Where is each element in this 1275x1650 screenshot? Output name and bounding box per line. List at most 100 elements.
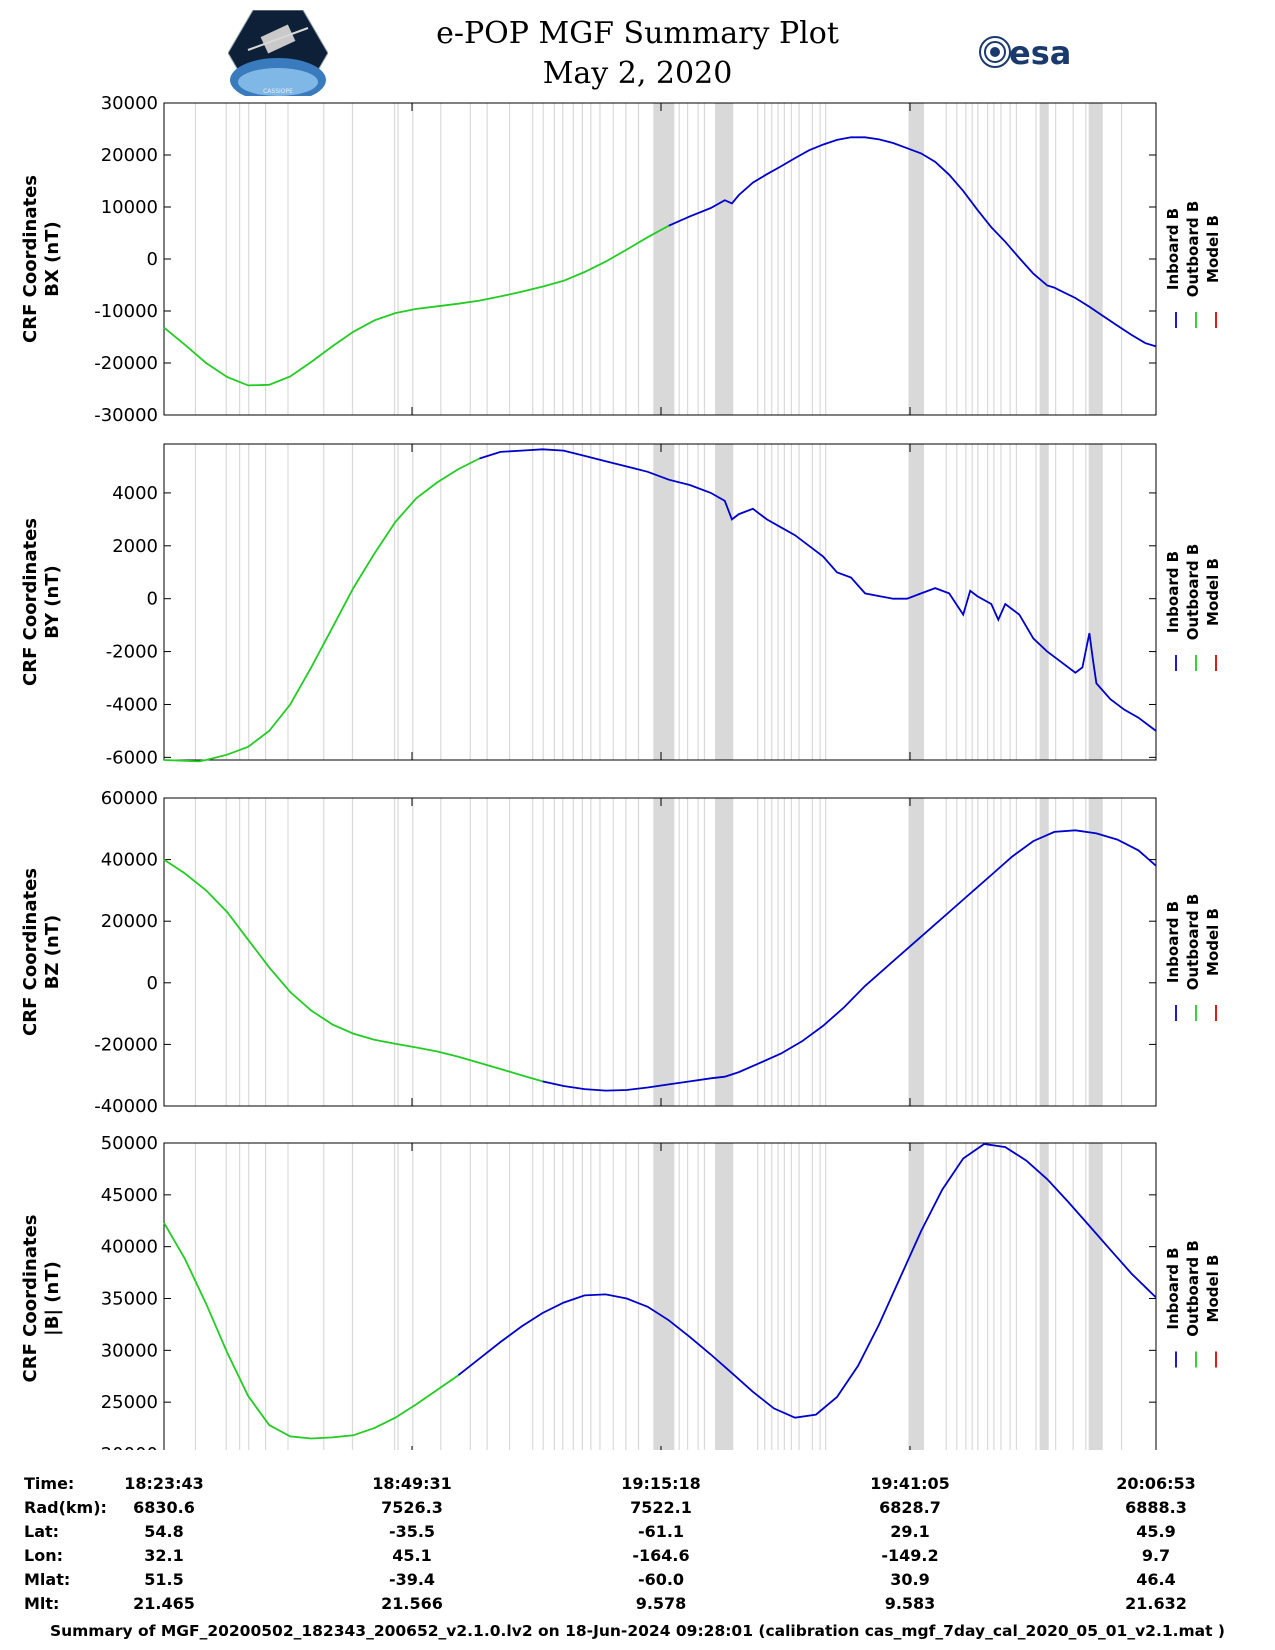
- stat-value: 30.9: [890, 1570, 930, 1589]
- y-tick-label: -10000: [94, 301, 158, 322]
- stat-value: 32.1: [144, 1546, 184, 1565]
- data-gap-line: [393, 444, 396, 760]
- y-tick-label: 0: [147, 973, 158, 994]
- y-axis-label: |B| (nT): [42, 1261, 63, 1336]
- stat-value: 19:41:05: [870, 1474, 950, 1493]
- data-gap-line: [508, 798, 511, 1106]
- legend-label: Model B: [1204, 908, 1222, 976]
- data-gap-band: [1088, 444, 1103, 760]
- data-gap-line: [1035, 444, 1037, 760]
- data-gap-line: [1085, 798, 1087, 1106]
- stat-value: 9.578: [635, 1594, 687, 1613]
- data-gap-line: [351, 103, 354, 415]
- stat-value: -164.6: [632, 1546, 690, 1565]
- stat-row-label: Lon:: [24, 1546, 63, 1565]
- data-gap-line: [572, 444, 574, 760]
- data-gap-line: [542, 1143, 544, 1450]
- y-tick-label: -6000: [106, 747, 158, 768]
- data-gap-line: [993, 798, 995, 1106]
- data-gap-line: [1015, 798, 1017, 1106]
- data-gap-line: [668, 103, 670, 415]
- data-gap-line: [323, 798, 325, 1106]
- data-gap-line: [225, 444, 227, 760]
- data-gap-line: [393, 103, 396, 415]
- series-outboard-line: [163, 858, 543, 1083]
- data-gap-line: [686, 1143, 689, 1450]
- data-gap-line: [697, 798, 699, 1106]
- data-gap-line: [553, 103, 555, 415]
- data-gap-line: [977, 798, 979, 1106]
- data-gap-line: [764, 444, 766, 760]
- data-gap-line: [987, 798, 989, 1106]
- data-gap-line: [248, 1143, 250, 1450]
- stat-value: 20:06:53: [1116, 1474, 1196, 1493]
- data-gap-line: [971, 103, 973, 415]
- data-gap-line: [819, 103, 821, 415]
- stat-value: -60.0: [637, 1570, 685, 1589]
- data-gap-line: [825, 444, 827, 760]
- data-gap-line: [656, 798, 658, 1106]
- data-gap-line: [1085, 444, 1087, 760]
- data-gap-line: [287, 103, 289, 415]
- data-gap-line: [971, 444, 973, 760]
- esa-logo: esa: [977, 30, 1087, 80]
- data-gap-line: [225, 103, 227, 415]
- stat-value: 51.5: [144, 1570, 184, 1589]
- data-gap-line: [678, 444, 680, 760]
- data-gap-band: [908, 798, 924, 1106]
- data-gap-line: [1099, 103, 1102, 415]
- data-gap-line: [412, 444, 414, 760]
- data-gap-line: [1055, 798, 1057, 1106]
- y-tick-label: 0: [147, 249, 158, 270]
- data-gap-line: [581, 103, 584, 415]
- data-gap-line: [194, 1143, 197, 1450]
- data-gap-line: [225, 798, 227, 1106]
- footer-caption: Summary of MGF_20200502_182343_200652_v2…: [49, 1622, 1226, 1640]
- data-gap-line: [1000, 1143, 1002, 1450]
- data-gap-line: [668, 1143, 670, 1450]
- data-gap-line: [993, 444, 995, 760]
- stat-value: 21.566: [381, 1594, 443, 1613]
- data-gap-line: [637, 798, 640, 1106]
- svg-text:esa: esa: [1009, 34, 1071, 72]
- data-gap-line: [562, 103, 564, 415]
- series-inboard-line: [542, 829, 1157, 1092]
- data-gap-line: [532, 1143, 534, 1450]
- data-gap-line: [287, 444, 289, 760]
- data-gap-line: [697, 444, 699, 760]
- data-gap-line: [956, 798, 958, 1106]
- legend-label: Model B: [1204, 215, 1222, 283]
- data-gap-line: [656, 103, 658, 415]
- series-inboard-line: [457, 1143, 1157, 1419]
- data-gap-line: [542, 798, 544, 1106]
- data-gap-line: [264, 798, 267, 1106]
- data-gap-line: [945, 103, 947, 415]
- y-axis-label: CRF Coordinates: [20, 1215, 41, 1383]
- data-gap-line: [412, 103, 414, 415]
- data-gap-line: [553, 1143, 555, 1450]
- data-gap-line: [798, 1143, 800, 1450]
- y-tick-label: -2000: [106, 642, 158, 663]
- data-gap-line: [1035, 1143, 1037, 1450]
- legend-label: Outboard B: [1184, 894, 1202, 991]
- data-gap-line: [264, 444, 267, 760]
- data-gap-line: [798, 798, 800, 1106]
- data-gap-line: [819, 444, 821, 760]
- y-tick-label: 4000: [112, 483, 158, 504]
- data-gap-line: [469, 798, 471, 1106]
- series-inboard-line: [668, 136, 1157, 348]
- data-gap-line: [625, 103, 627, 415]
- data-gap-line: [194, 444, 197, 760]
- data-gap-line: [440, 103, 442, 415]
- plot-frame: [163, 443, 1157, 761]
- data-gap-line: [486, 444, 488, 760]
- data-gap-line: [771, 798, 773, 1106]
- data-gap-line: [572, 798, 574, 1106]
- data-gap-line: [993, 103, 995, 415]
- data-gap-line: [686, 444, 689, 760]
- y-tick-label: 40000: [101, 850, 158, 871]
- data-gap-line: [945, 444, 947, 760]
- data-gap-line: [542, 444, 544, 760]
- data-gap-line: [678, 1143, 680, 1450]
- data-gap-line: [1055, 444, 1057, 760]
